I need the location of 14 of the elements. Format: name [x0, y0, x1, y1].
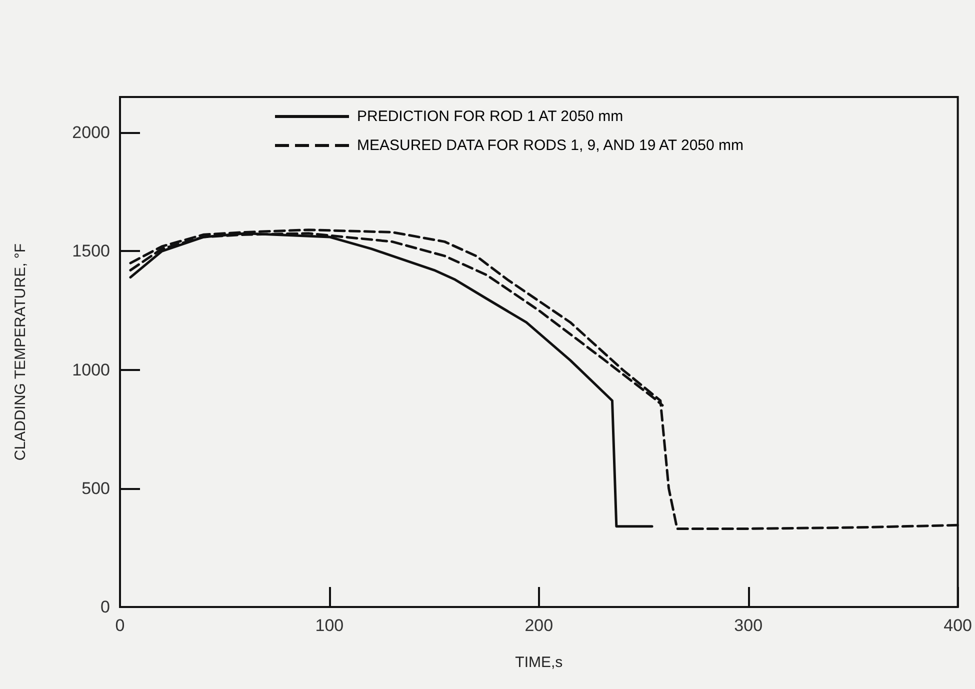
x-tick-label: 400 — [944, 616, 972, 635]
y-tick-label: 1500 — [72, 242, 110, 261]
y-tick-label: 1000 — [72, 360, 110, 380]
y-tick-label: 2000 — [72, 123, 110, 142]
y-axis-title: CLADDING TEMPERATURE, °F — [12, 243, 29, 461]
y-tick-label: 0 — [100, 598, 110, 616]
x-tick-label: 200 — [524, 616, 554, 635]
y-tick-label: 500 — [82, 478, 110, 498]
legend-label: PREDICTION FOR ROD 1 AT 2050 mm — [357, 108, 624, 125]
legend-label: MEASURED DATA FOR RODS 1, 9, AND 19 AT 2050 mm — [357, 137, 744, 154]
x-tick-label: 100 — [315, 616, 344, 635]
x-tick-label: 300 — [734, 616, 763, 635]
x-tick-label: 0 — [115, 616, 125, 635]
x-axis-title: TIME,s — [515, 654, 563, 671]
